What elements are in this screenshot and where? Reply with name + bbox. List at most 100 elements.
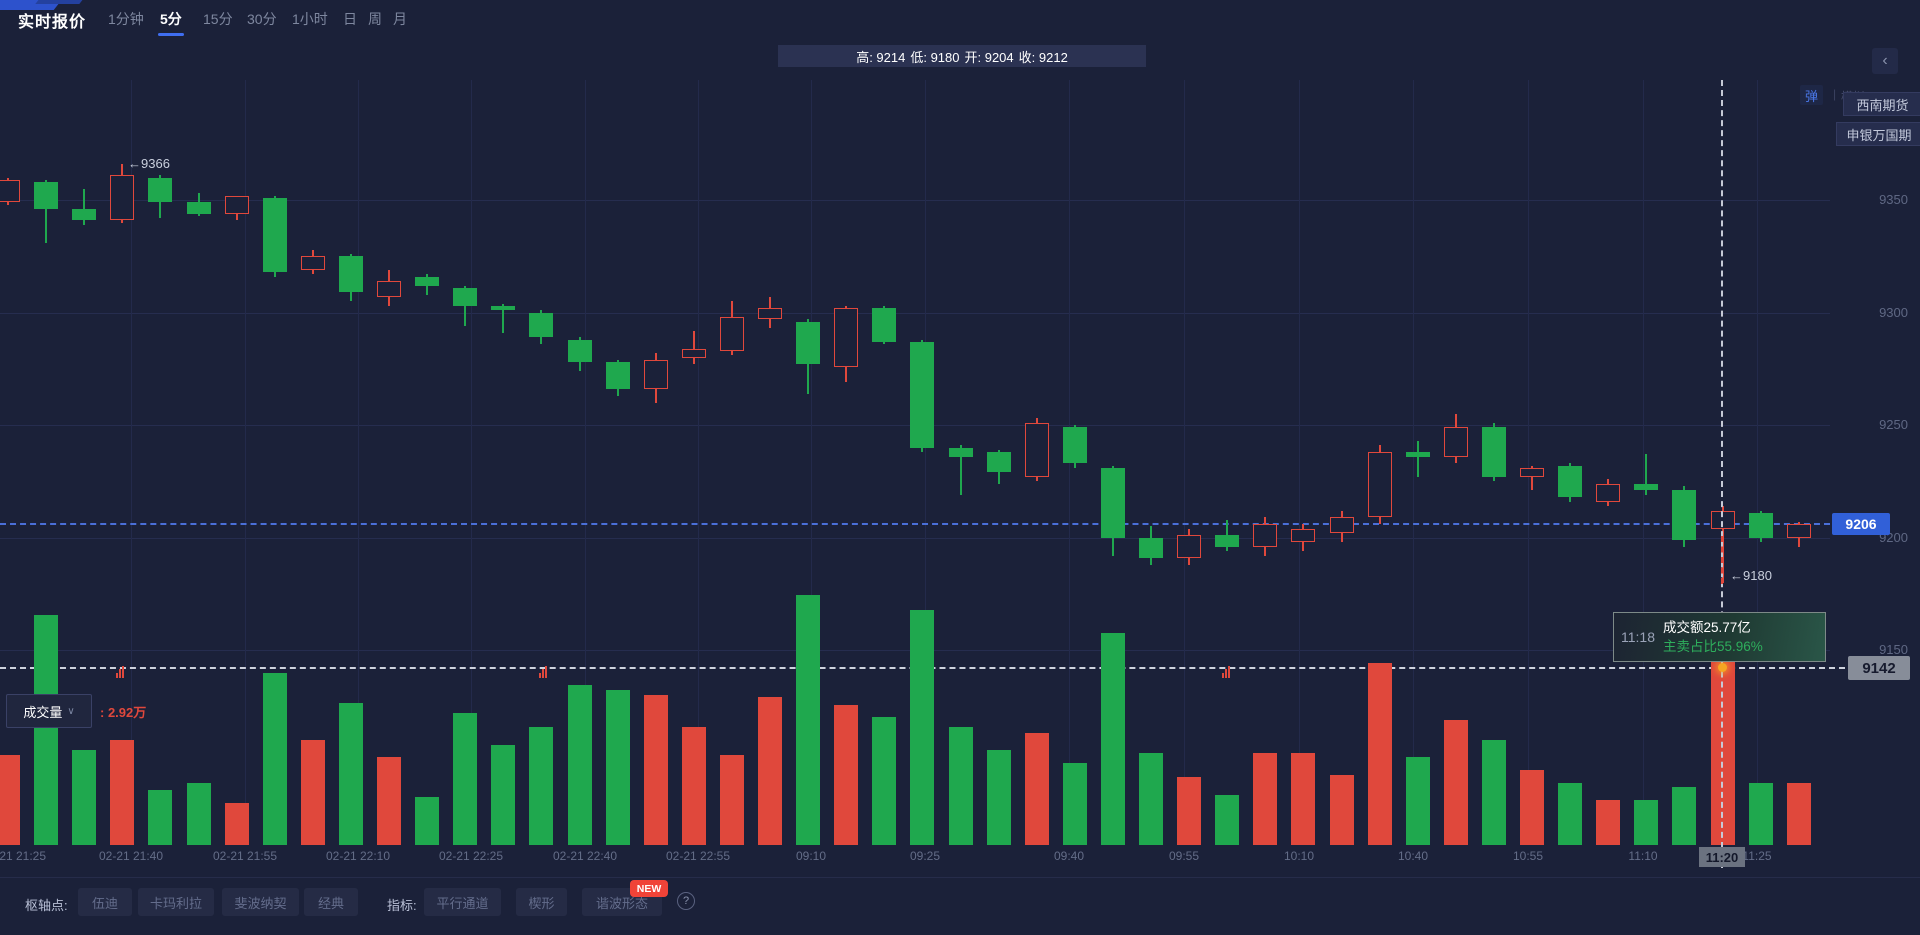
volume-bar-down[interactable] xyxy=(148,790,173,845)
candle-down[interactable] xyxy=(262,197,287,272)
volume-bar-down[interactable] xyxy=(1215,795,1240,845)
volume-bar-down[interactable] xyxy=(872,717,897,845)
volume-bar-up[interactable] xyxy=(1786,783,1811,845)
pivot-button-经典[interactable]: 经典 xyxy=(304,888,358,916)
candle-down[interactable] xyxy=(453,287,478,306)
volume-bar-down[interactable] xyxy=(72,750,97,845)
candle-up[interactable] xyxy=(719,317,744,351)
volume-bar-down[interactable] xyxy=(910,610,935,845)
tab-日[interactable]: 日 xyxy=(343,11,357,27)
candle-down[interactable] xyxy=(186,202,211,214)
tab-周[interactable]: 周 xyxy=(368,11,382,27)
candle-up[interactable] xyxy=(643,359,668,389)
volume-bar-up[interactable] xyxy=(758,697,782,845)
volume-bar-down[interactable] xyxy=(415,797,440,845)
indicator-button-楔形[interactable]: 楔形 xyxy=(516,888,567,916)
volume-bar-down[interactable] xyxy=(1100,633,1125,845)
candle-down[interactable] xyxy=(910,341,935,448)
tab-1小时[interactable]: 1小时 xyxy=(292,11,328,27)
candle-up[interactable] xyxy=(834,308,859,367)
volume-bar-down[interactable] xyxy=(986,750,1011,845)
candle-down[interactable] xyxy=(567,339,592,362)
volume-bar-up[interactable] xyxy=(1520,770,1544,845)
candle-down[interactable] xyxy=(1139,537,1163,558)
candle-up[interactable] xyxy=(1786,524,1811,538)
tab-1分钟[interactable]: 1分钟 xyxy=(108,11,144,27)
volume-bar-down[interactable] xyxy=(948,727,973,845)
volume-bar-up[interactable] xyxy=(1329,775,1354,845)
candle-up[interactable] xyxy=(1024,422,1049,477)
candle-down[interactable] xyxy=(529,312,554,338)
candle-down[interactable] xyxy=(796,321,821,365)
volume-bar-down[interactable] xyxy=(1405,757,1430,845)
volume-bar-down[interactable] xyxy=(1672,787,1697,845)
candle-up[interactable] xyxy=(1329,517,1354,533)
candle-up[interactable] xyxy=(681,348,706,358)
volume-bar-up[interactable] xyxy=(1024,733,1049,845)
volume-indicator-dropdown[interactable]: 成交量 ∨ xyxy=(6,694,92,728)
candle-up[interactable] xyxy=(224,195,249,214)
candle-up[interactable] xyxy=(758,308,782,320)
candle-up[interactable] xyxy=(1291,528,1316,542)
volume-bar-up[interactable] xyxy=(224,803,249,845)
candle-down[interactable] xyxy=(1672,490,1697,540)
pivot-button-伍迪[interactable]: 伍迪 xyxy=(78,888,132,916)
volume-bar-down[interactable] xyxy=(34,615,59,845)
volume-bar-up[interactable] xyxy=(110,740,135,845)
volume-bar-up[interactable] xyxy=(834,705,859,845)
volume-bar-down[interactable] xyxy=(796,595,821,845)
candle-up[interactable] xyxy=(1596,483,1621,502)
candle-down[interactable] xyxy=(1748,512,1773,538)
volume-bar-up[interactable] xyxy=(643,695,668,845)
tab-月[interactable]: 月 xyxy=(393,11,407,27)
pivot-button-斐波纳契[interactable]: 斐波纳契 xyxy=(222,888,299,916)
candle-up[interactable] xyxy=(0,179,20,203)
candle-down[interactable] xyxy=(1405,452,1430,457)
candle-down[interactable] xyxy=(148,177,173,203)
collapse-panel-button[interactable]: ‹ xyxy=(1872,48,1898,74)
candle-down[interactable] xyxy=(872,308,897,342)
candle-down[interactable] xyxy=(338,256,363,293)
candle-down[interactable] xyxy=(1481,427,1506,477)
candle-up[interactable] xyxy=(300,256,325,270)
danmu-toggle-button[interactable]: 弹 xyxy=(1800,85,1824,105)
volume-bar-down[interactable] xyxy=(1139,753,1163,845)
volume-bar-down[interactable] xyxy=(529,727,554,845)
candle-up[interactable] xyxy=(1443,427,1468,457)
candle-up[interactable] xyxy=(1253,524,1278,547)
volume-bar-down[interactable] xyxy=(1062,763,1087,845)
candle-down[interactable] xyxy=(948,447,973,457)
volume-bar-up[interactable] xyxy=(377,757,401,845)
volume-bar-up[interactable] xyxy=(1596,800,1621,845)
candle-down[interactable] xyxy=(1100,467,1125,538)
volume-bar-up[interactable] xyxy=(1291,753,1316,845)
volume-bar-down[interactable] xyxy=(453,713,478,845)
candle-up[interactable] xyxy=(1520,467,1544,477)
indicator-button-谐波形态[interactable]: 谐波形态 xyxy=(582,888,662,916)
volume-bar-down[interactable] xyxy=(338,703,363,845)
broker-label-2[interactable]: 申银万国期 xyxy=(1836,122,1920,146)
candle-down[interactable] xyxy=(1062,427,1087,464)
volume-bar-down[interactable] xyxy=(491,745,516,845)
candle-up[interactable] xyxy=(1367,452,1392,518)
candle-down[interactable] xyxy=(605,362,630,389)
candle-up[interactable] xyxy=(110,175,135,221)
volume-bar-down[interactable] xyxy=(1481,740,1506,845)
candle-up[interactable] xyxy=(377,281,401,297)
candle-up[interactable] xyxy=(1177,535,1202,558)
tab-15分[interactable]: 15分 xyxy=(203,11,233,27)
volume-bar-up[interactable] xyxy=(719,755,744,845)
volume-bar-up[interactable] xyxy=(681,727,706,845)
candle-down[interactable] xyxy=(491,305,516,311)
volume-bar-up[interactable] xyxy=(1443,720,1468,845)
volume-bar-up[interactable] xyxy=(300,740,325,845)
candle-down[interactable] xyxy=(72,209,97,221)
volume-bar-down[interactable] xyxy=(262,673,287,845)
volume-bar-up[interactable] xyxy=(1367,663,1392,845)
volume-bar-up[interactable] xyxy=(0,755,20,845)
candle-down[interactable] xyxy=(1634,483,1659,491)
volume-bar-down[interactable] xyxy=(605,690,630,845)
tab-5分[interactable]: 5分 xyxy=(160,11,182,27)
candle-down[interactable] xyxy=(34,182,59,209)
broker-label-1[interactable]: 西南期货 xyxy=(1843,92,1920,116)
